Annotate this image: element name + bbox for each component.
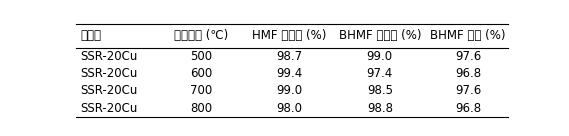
Text: 98.5: 98.5 <box>367 84 393 97</box>
Text: 97.4: 97.4 <box>366 67 393 80</box>
Text: 96.8: 96.8 <box>455 67 481 80</box>
Text: 98.8: 98.8 <box>367 102 393 115</box>
Text: 소성온도 (℃): 소성온도 (℃) <box>174 29 228 42</box>
Text: 99.4: 99.4 <box>277 67 303 80</box>
Text: SSR-20Cu: SSR-20Cu <box>80 50 137 63</box>
Text: SSR-20Cu: SSR-20Cu <box>80 84 137 97</box>
Text: SSR-20Cu: SSR-20Cu <box>80 67 137 80</box>
Text: SSR-20Cu: SSR-20Cu <box>80 102 137 115</box>
Text: 99.0: 99.0 <box>367 50 393 63</box>
Text: 700: 700 <box>190 84 212 97</box>
Text: 600: 600 <box>190 67 212 80</box>
Text: 98.0: 98.0 <box>277 102 302 115</box>
Text: 촉매명: 촉매명 <box>80 29 101 42</box>
Text: 96.8: 96.8 <box>455 102 481 115</box>
Text: BHMF 선택도 (%): BHMF 선택도 (%) <box>339 29 421 42</box>
Text: 98.7: 98.7 <box>277 50 303 63</box>
Text: 97.6: 97.6 <box>455 50 481 63</box>
Text: 500: 500 <box>190 50 212 63</box>
Text: 800: 800 <box>190 102 212 115</box>
Text: HMF 전환율 (%): HMF 전환율 (%) <box>252 29 327 42</box>
Text: 97.6: 97.6 <box>455 84 481 97</box>
Text: BHMF 수율 (%): BHMF 수율 (%) <box>430 29 506 42</box>
Text: 99.0: 99.0 <box>277 84 303 97</box>
